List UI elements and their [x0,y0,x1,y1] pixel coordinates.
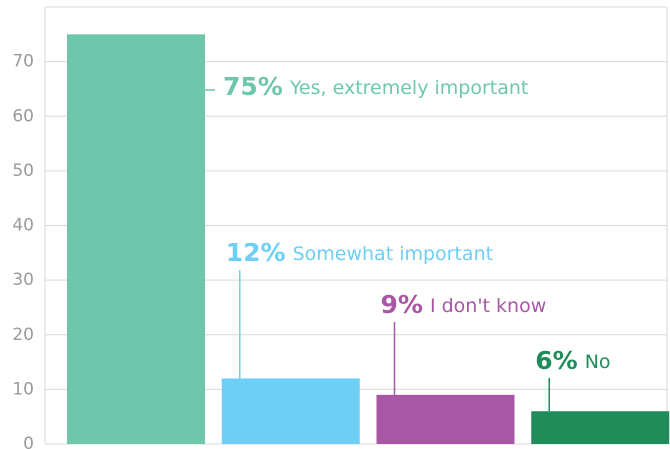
data-label: 12% Somewhat important [226,238,493,267]
category-label: No [585,351,611,373]
bar [531,411,670,444]
value-label: 75% [223,72,283,101]
y-tick-label: 50 [12,161,34,181]
y-tick-label: 20 [12,325,34,345]
category-label: Somewhat important [293,243,493,265]
data-label: 9% I don't know [381,290,547,319]
category-label: I don't know [430,295,546,317]
data-label: 6% No [535,346,610,375]
y-tick-label: 30 [12,270,34,290]
y-tick-label: 70 [12,52,34,72]
y-tick-label: 0 [23,434,34,449]
category-label: Yes, extremely important [289,77,529,99]
y-tick-label: 10 [12,379,34,399]
bar [67,34,205,444]
bar [221,378,360,444]
y-tick-label: 40 [12,216,34,236]
value-label: 6% [535,346,577,375]
bar [376,394,515,444]
value-label: 12% [226,238,286,267]
value-label: 9% [381,290,423,319]
data-label: 75% Yes, extremely important [223,72,528,101]
y-tick-label: 60 [12,106,34,126]
